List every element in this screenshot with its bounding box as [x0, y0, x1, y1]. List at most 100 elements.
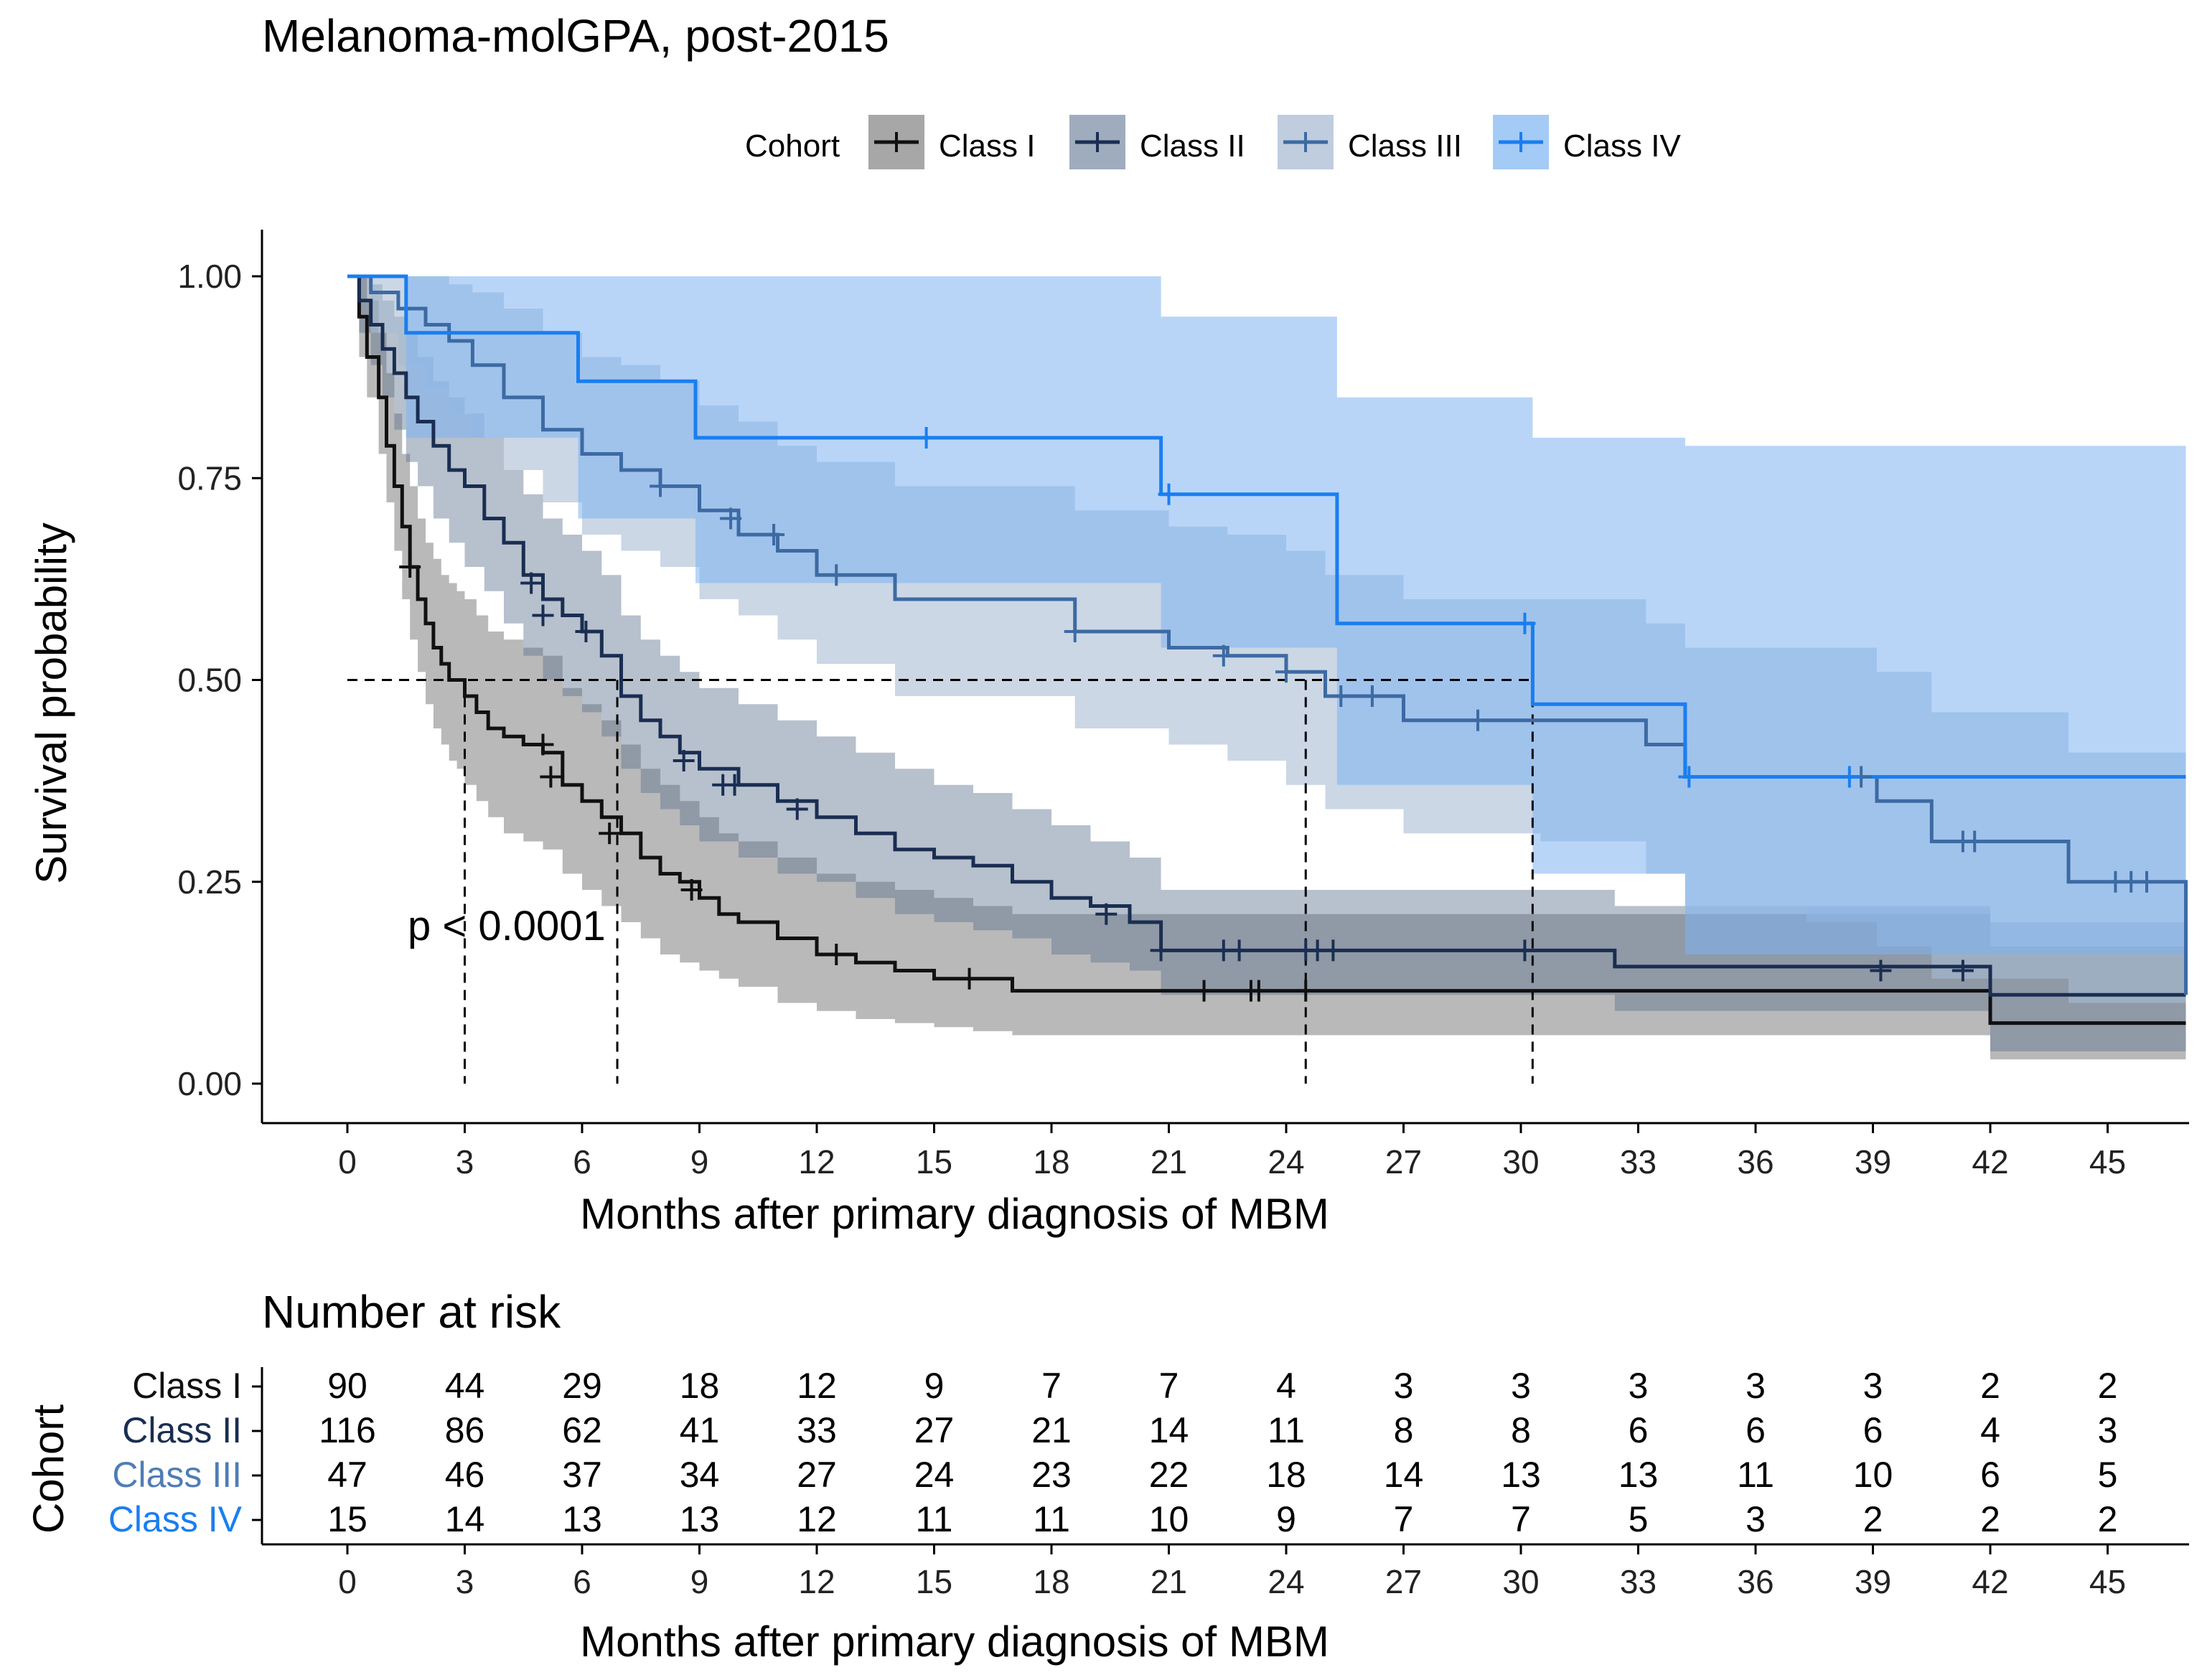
- risk-cell: 3: [1863, 1366, 1883, 1406]
- risk-cell: 7: [1511, 1499, 1531, 1539]
- risk-cell: 6: [1980, 1455, 2000, 1495]
- risk-cell: 3: [1629, 1366, 1649, 1406]
- risk-cell: 4: [1276, 1366, 1296, 1406]
- risk-cell: 62: [562, 1410, 602, 1450]
- y-tick-label: 0.25: [177, 863, 242, 901]
- p-value-label: p < 0.0001: [408, 903, 606, 949]
- risk-cell: 41: [680, 1410, 720, 1450]
- median-lines: [347, 679, 1534, 1084]
- censor-mark-class-ii: [1322, 939, 1344, 962]
- x-tick-label: 21: [1151, 1143, 1187, 1181]
- censor-mark-class-ii: [786, 798, 808, 820]
- censor-mark-class-ii: [1514, 939, 1536, 962]
- risk-cell: 15: [327, 1499, 367, 1539]
- risk-row-label-class-ii: Class II: [122, 1410, 242, 1450]
- risk-cell: 3: [1394, 1366, 1414, 1406]
- risk-row-label-class-i: Class I: [132, 1366, 242, 1406]
- risk-cell: 3: [2098, 1410, 2118, 1450]
- risk-cell: 10: [1853, 1455, 1893, 1495]
- main-axes: 0.000.250.500.751.000 3 6 9 12 15 18 21 24 27 30 33…: [177, 230, 2189, 1181]
- x-tick-label: 18: [1033, 1143, 1069, 1181]
- censor-mark-class-ii: [673, 750, 695, 771]
- risk-x-tick-label: 27: [1385, 1563, 1422, 1600]
- censor-mark-class-ii: [520, 572, 543, 594]
- chart-title: Melanoma-molGPA, post-2015: [262, 10, 889, 62]
- risk-cell: 22: [1149, 1455, 1189, 1495]
- risk-x-tick-label: 15: [916, 1563, 952, 1600]
- risk-cell: 27: [797, 1455, 837, 1495]
- risk-x-tick-label: 12: [798, 1563, 835, 1600]
- risk-cell: 3: [1746, 1499, 1766, 1539]
- censor-mark-class-iii: [1361, 685, 1383, 707]
- legend-label-class-ii: Class II: [1140, 128, 1245, 164]
- risk-cell: 11: [916, 1499, 953, 1539]
- x-tick-label: 0: [338, 1143, 357, 1181]
- censor-marks: [399, 427, 2158, 1002]
- censor-mark-class-iii: [1330, 685, 1352, 707]
- x-axis-label: Months after primary diagnosis of MBM: [580, 1190, 1329, 1238]
- y-tick-label: 0.00: [177, 1065, 242, 1102]
- risk-cell: 5: [2098, 1455, 2118, 1495]
- risk-cell: 4: [1980, 1410, 2000, 1450]
- x-tick-label: 6: [573, 1143, 591, 1181]
- censor-mark-class-i: [540, 766, 562, 788]
- survival-curve-class-ii: [347, 274, 2186, 997]
- censor-mark-class-i: [1193, 980, 1215, 1002]
- risk-cell: 10: [1149, 1499, 1189, 1539]
- risk-cell: 18: [1266, 1455, 1306, 1495]
- risk-cell: 12: [797, 1499, 837, 1539]
- risk-x-tick-label: 33: [1620, 1563, 1657, 1600]
- risk-cell: 86: [445, 1410, 485, 1450]
- ci-band-class-i: [347, 276, 2186, 1060]
- risk-x-tick-label: 21: [1151, 1563, 1187, 1600]
- censor-mark-class-i: [958, 967, 980, 990]
- risk-cell: 27: [914, 1410, 955, 1450]
- censor-mark-class-iv: [1838, 766, 1860, 788]
- risk-table-x-label: Months after primary diagnosis of MBM: [580, 1618, 1329, 1666]
- risk-cell: 90: [327, 1366, 367, 1406]
- risk-x-tick-label: 9: [690, 1563, 709, 1600]
- censor-mark-class-iii: [1467, 709, 1489, 731]
- risk-cell: 3: [1511, 1366, 1531, 1406]
- risk-cell: 7: [1394, 1499, 1414, 1539]
- survival-curve-class-iv: [347, 274, 2186, 779]
- risk-cell: 8: [1394, 1410, 1414, 1450]
- risk-cell: 11: [1268, 1410, 1305, 1450]
- risk-cell: 37: [562, 1455, 602, 1495]
- censor-mark-class-i: [825, 944, 848, 965]
- censor-mark-class-i: [399, 556, 421, 578]
- risk-cell: 44: [445, 1366, 485, 1406]
- risk-cell: 2: [1863, 1499, 1883, 1539]
- risk-cell: 24: [914, 1455, 955, 1495]
- censor-mark-class-ii: [723, 774, 746, 796]
- risk-cell: 33: [797, 1410, 837, 1450]
- y-axis-label: Survival probability: [27, 522, 75, 884]
- y-tick-label: 1.00: [177, 258, 242, 295]
- risk-cell: 13: [1618, 1455, 1659, 1495]
- censor-mark-class-iii: [1275, 661, 1297, 683]
- x-tick-label: 36: [1737, 1143, 1774, 1181]
- risk-cell: 21: [1031, 1410, 1072, 1450]
- risk-x-tick-label: 0: [338, 1563, 357, 1600]
- risk-x-tick-label: 42: [1972, 1563, 2008, 1600]
- legend-label-class-iv: Class IV: [1563, 128, 1681, 164]
- censor-mark-class-iii: [650, 475, 671, 497]
- confidence-bands: [347, 276, 2186, 1060]
- risk-cell: 116: [319, 1410, 376, 1450]
- risk-x-tick-label: 30: [1502, 1563, 1539, 1600]
- censor-mark-class-iii: [720, 507, 742, 530]
- risk-cell: 2: [1980, 1366, 2000, 1406]
- risk-cell: 2: [1980, 1499, 2000, 1539]
- risk-row-label-class-iv: Class IV: [108, 1499, 243, 1539]
- risk-cell: 5: [1629, 1499, 1649, 1539]
- risk-x-tick-label: 39: [1855, 1563, 1891, 1600]
- x-tick-label: 3: [456, 1143, 474, 1181]
- x-tick-label: 15: [916, 1143, 952, 1181]
- survival-plot: p < 0.0001 0.000.250.500.751.000 3 6 9 12 15 1…: [27, 230, 2189, 1238]
- risk-cell: 13: [680, 1499, 720, 1539]
- risk-cell: 9: [924, 1366, 945, 1406]
- risk-table-y-label: Cohort: [24, 1404, 72, 1534]
- censor-mark-class-iv: [915, 427, 937, 449]
- risk-x-tick-label: 45: [2089, 1563, 2126, 1600]
